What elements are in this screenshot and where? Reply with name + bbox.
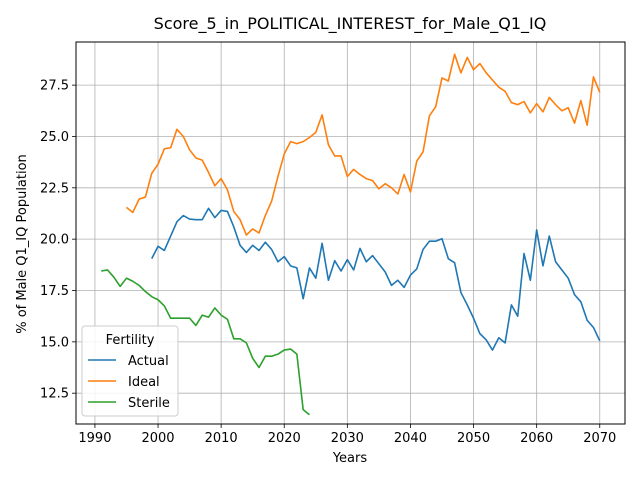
series-line-ideal [125, 53, 601, 236]
legend-box [81, 325, 179, 417]
plot-frame [75, 41, 626, 425]
x-tick-label: 2040 [394, 431, 427, 446]
legend-label: Ideal [128, 375, 160, 390]
y-tick-label: 22.5 [40, 181, 69, 196]
y-tick-label: 25.0 [40, 130, 69, 145]
y-tick-label: 12.5 [40, 387, 69, 402]
chart-title: Score_5_in_POLITICAL_INTEREST_for_Male_Q… [154, 14, 547, 34]
x-tick-label: 2050 [457, 431, 490, 446]
series-line-actual [151, 207, 601, 351]
series-line-sterile [101, 269, 310, 416]
y-axis-label: % of Male Q1_IQ Population [15, 154, 30, 334]
series-layer [101, 53, 601, 416]
y-tick-label: 17.5 [40, 284, 69, 299]
x-tick-label: 2070 [583, 431, 616, 446]
x-tick-label: 2010 [205, 431, 238, 446]
y-tick-label: 20.0 [40, 233, 69, 248]
x-axis-ticks: 1990 2000 2010 2020 2030 2040 2050 2060 2070 [78, 424, 616, 446]
legend: Fertility Actual Ideal Sterile [81, 325, 179, 417]
y-axis-ticks: 12.5 15.0 17.5 20.0 22.5 25.0 27.5 [40, 79, 76, 402]
y-tick-label: 15.0 [40, 335, 69, 350]
grid-lines [76, 42, 625, 424]
x-tick-label: 2030 [331, 431, 364, 446]
x-tick-label: 2060 [520, 431, 553, 446]
y-tick-label: 27.5 [40, 79, 69, 94]
x-tick-label: 1990 [78, 431, 111, 446]
x-axis-label: Years [332, 451, 368, 466]
legend-title: Fertility [106, 333, 155, 348]
x-tick-label: 2020 [268, 431, 301, 446]
legend-label: Sterile [128, 396, 170, 411]
legend-label: Actual [128, 354, 169, 369]
x-tick-label: 2000 [141, 431, 174, 446]
